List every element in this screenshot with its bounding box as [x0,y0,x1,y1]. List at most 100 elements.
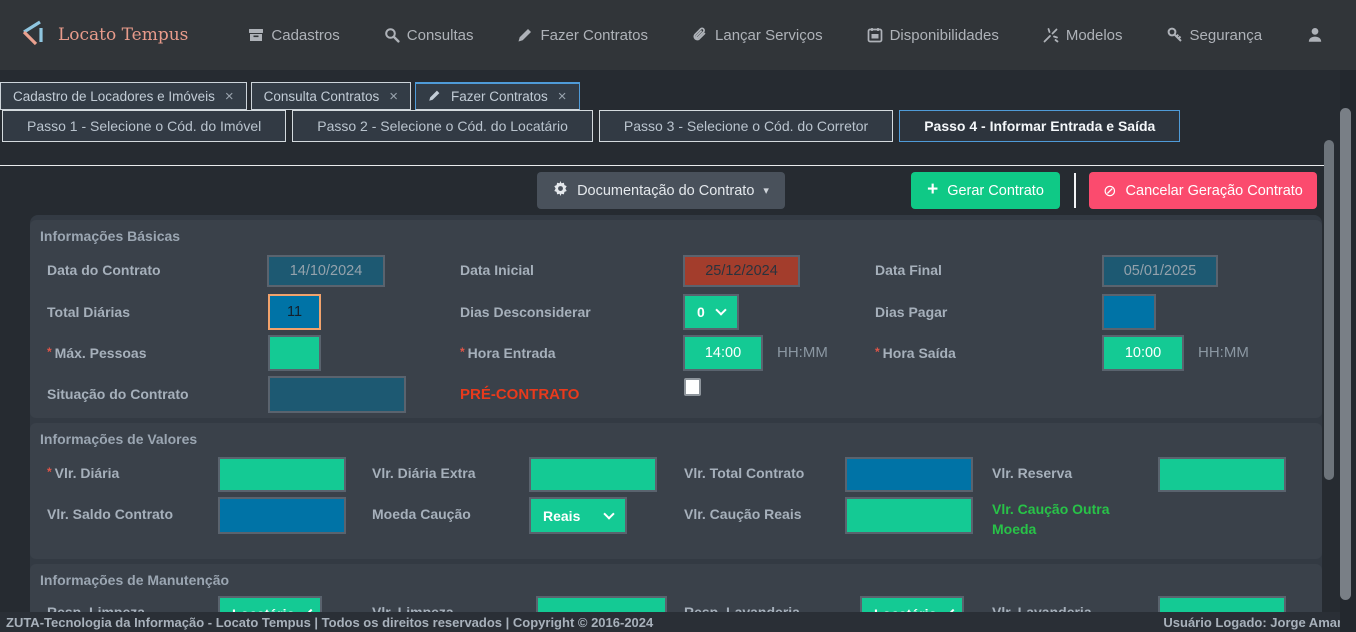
dias-pagar-field[interactable] [1102,294,1156,330]
step-tabs: Passo 1 - Selecione o Cód. do Imóvel Pas… [2,110,1181,142]
dias-desconsiderar-label: Dias Desconsiderar [460,304,591,320]
close-icon[interactable]: × [389,87,398,105]
required-mark: * [47,465,52,479]
nav-label: Fazer Contratos [540,26,649,44]
tab-label: Fazer Contratos [450,89,548,104]
data-contrato-label: Data do Contrato [47,262,161,278]
nav-label: Modelos [1065,26,1123,44]
footer-copyright: ZUTA-Tecnologia da Informação - Locato T… [6,614,654,630]
vlr-total-contrato-field[interactable] [845,457,973,492]
documentacao-contrato-button[interactable]: Documentação do Contrato ▾ [537,172,785,209]
step-label: Passo 2 - Selecione o Cód. do Locatário [317,118,568,134]
total-diarias-field[interactable]: 11 [268,294,321,330]
nav-item-cadastros[interactable]: Cadastros [248,27,340,44]
cancelar-geracao-button[interactable]: ⊘ Cancelar Geração Contrato [1089,172,1317,209]
tab-label: Consulta Contratos [263,88,380,104]
nav-item-consultas[interactable]: Consultas [384,26,474,44]
data-contrato-field[interactable]: 14/10/2024 [267,255,385,287]
nav-item-fazer-contratos[interactable]: Fazer Contratos [517,27,648,44]
pen-icon [517,27,533,43]
section-informacoes-basicas: Informações Básicas Data do Contrato 14/… [30,220,1322,418]
inner-scrollbar-thumb[interactable] [1324,140,1334,480]
vlr-caucao-reais-label: Vlr. Caução Reais [684,506,802,522]
tab-consulta-contratos[interactable]: Consulta Contratos × [250,82,411,110]
required-mark: * [460,345,465,359]
paperclip-icon [692,27,708,43]
data-final-field[interactable]: 05/01/2025 [1102,255,1218,287]
search-icon [384,27,400,43]
tab-passo-1[interactable]: Passo 1 - Selecione o Cód. do Imóvel [2,110,287,142]
document-tabs: Cadastro de Locadores e Imóveis × Consul… [0,82,580,110]
dias-desconsiderar-select[interactable]: 0 [683,294,739,330]
close-icon[interactable]: × [557,88,567,105]
hora-saida-field[interactable]: 10:00 [1102,335,1184,371]
tab-label: Cadastro de Locadores e Imóveis [13,88,215,104]
hora-saida-label: * Hora Saída [875,345,956,361]
hora-entrada-hint: HH:MM [777,344,828,361]
brand-title: Locato Tempus [58,25,189,45]
vlr-saldo-contrato-field[interactable] [218,497,346,534]
nav-item-lancar-servicos[interactable]: Lançar Serviços [692,27,823,44]
vlr-diaria-label: * Vlr. Diária [47,465,120,481]
calendar-icon [867,27,883,43]
nav-menu: Cadastros Consultas Fazer Contratos Lanç… [248,26,1324,44]
navbar: Locato Tempus Cadastros Consultas Fazer … [0,0,1356,70]
divider-line [0,165,1330,166]
tab-passo-2[interactable]: Passo 2 - Selecione o Cód. do Locatário [292,110,593,142]
locato-logo-icon [16,18,46,53]
field-value: 10:00 [1124,345,1162,361]
nav-item-user[interactable] [1306,26,1324,44]
vlr-saldo-contrato-label: Vlr. Saldo Contrato [47,506,174,522]
nav-label: Consultas [406,26,474,44]
footer-logged-user: Usuário Logado: Jorge Amaro [1163,614,1350,630]
moeda-caucao-select[interactable]: Reais [529,497,627,534]
tab-passo-4[interactable]: Passo 4 - Informar Entrada e Saída [899,110,1181,142]
section-title: Informações de Manutenção [40,572,230,588]
total-diarias-label: Total Diárias [47,304,130,320]
vlr-reserva-field[interactable] [1158,457,1286,492]
contract-form-panel: Informações Básicas Data do Contrato 14/… [30,215,1322,632]
nav-item-seguranca[interactable]: Segurança [1167,26,1263,44]
nav-label: Lançar Serviços [715,26,823,44]
button-divider [1074,173,1076,208]
close-icon[interactable]: × [224,87,234,105]
dias-pagar-label: Dias Pagar [875,304,948,320]
nav-item-disponibilidades[interactable]: Disponibilidades [867,27,999,44]
situacao-contrato-field[interactable] [268,376,406,413]
chevron-down-icon [715,304,727,316]
hora-entrada-label: * Hora Entrada [460,345,556,361]
vlr-reserva-label: Vlr. Reserva [992,465,1073,481]
key-icon [1167,27,1183,43]
person-icon [1306,26,1324,44]
vlr-caucao-reais-field[interactable] [845,497,973,534]
footer-bar: ZUTA-Tecnologia da Informação - Locato T… [0,612,1356,632]
vlr-total-contrato-label: Vlr. Total Contrato [684,465,805,481]
vlr-diaria-extra-field[interactable] [529,457,657,492]
data-inicial-field[interactable]: 25/12/2024 [683,255,800,287]
data-inicial-label: Data Inicial [460,262,534,278]
gerar-contrato-button[interactable]: + Gerar Contrato [911,172,1060,209]
brand-logo[interactable]: Locato Tempus [16,18,188,53]
situacao-contrato-label: Situação do Contrato [47,386,189,402]
nav-item-modelos[interactable]: Modelos [1043,27,1123,44]
field-value: 05/01/2025 [1123,263,1197,279]
required-mark: * [875,345,880,359]
data-final-label: Data Final [875,262,942,278]
nav-label: Segurança [1189,26,1263,44]
field-value: 11 [286,304,303,320]
pre-contrato-checkbox[interactable] [684,378,701,396]
nav-label: Disponibilidades [889,26,999,44]
step-label: Passo 1 - Selecione o Cód. do Imóvel [27,118,262,134]
field-value: 25/12/2024 [705,263,778,279]
tab-fazer-contratos[interactable]: Fazer Contratos × [414,82,580,110]
step-label: Passo 4 - Informar Entrada e Saída [924,118,1156,134]
tab-passo-3[interactable]: Passo 3 - Selecione o Cód. do Corretor [598,110,894,142]
select-value: 0 [697,304,705,320]
hora-entrada-field[interactable]: 14:00 [683,335,763,371]
vlr-diaria-field[interactable] [218,457,346,492]
tab-cadastro-locadores[interactable]: Cadastro de Locadores e Imóveis × [0,82,247,110]
max-pessoas-field[interactable] [268,335,321,371]
pre-contrato-status: PRÉ-CONTRATO [460,386,580,403]
outer-scrollbar-thumb[interactable] [1340,108,1351,600]
